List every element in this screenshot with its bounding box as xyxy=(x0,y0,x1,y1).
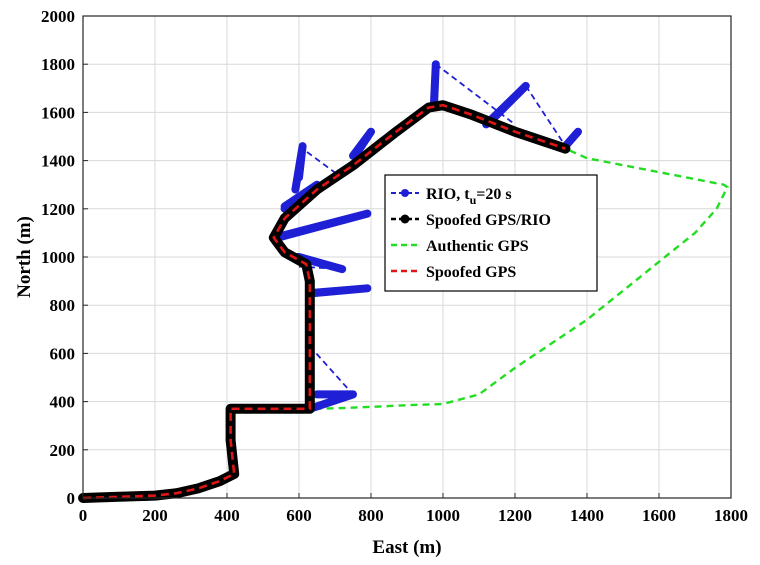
plot-area xyxy=(78,60,729,503)
x-tick-label: 1600 xyxy=(642,506,676,525)
legend-box xyxy=(384,174,598,292)
series-spoofed-gps-line xyxy=(82,103,566,500)
x-tick-label: 1800 xyxy=(714,506,748,525)
series-rio-branch xyxy=(561,127,582,151)
plot-frame xyxy=(82,15,732,499)
legend-rio-subscript: u xyxy=(470,193,477,207)
legend-authentic-gps-label: Authentic GPS xyxy=(426,238,529,255)
legend-rio-label: RIO, tu=20 s xyxy=(426,186,512,207)
series-rio-branch xyxy=(349,127,375,160)
legend-spoofed-gps-rio-marker xyxy=(400,214,410,224)
legend-rio-marker xyxy=(401,189,409,197)
series-rio-link xyxy=(525,85,567,147)
legend-spoofed-gps-rio-label: Spoofed GPS/RIO xyxy=(426,212,551,229)
legend-rio-suffix: =20 s xyxy=(476,186,511,203)
legend-spoofed-gps-label: Spoofed GPS xyxy=(426,264,516,281)
series-rio-branch xyxy=(293,253,347,274)
y-tick-labels: 0 200 400 600 800 1000 1200 1400 1600 1800 2000 xyxy=(41,7,75,508)
y-tick-label: 800 xyxy=(50,296,76,315)
y-tick-label: 2000 xyxy=(41,7,75,26)
y-tick-label: 400 xyxy=(50,393,76,412)
x-tick-label: 800 xyxy=(358,506,384,525)
series-rio-branch xyxy=(291,142,307,194)
y-tick-label: 1200 xyxy=(41,200,75,219)
series-rio-link xyxy=(309,345,354,396)
y-tick-label: 1000 xyxy=(41,248,75,267)
x-tick-labels: 0 200 400 600 800 1000 1200 1400 1600 1800 xyxy=(79,506,748,525)
series-authentic-gps-line xyxy=(230,147,729,410)
y-tick-label: 1400 xyxy=(41,152,75,171)
x-tick-label: 1400 xyxy=(570,506,604,525)
series-rio-link xyxy=(298,265,343,270)
y-tick-label: 1600 xyxy=(41,103,75,122)
y-tick-label: 1800 xyxy=(41,55,75,74)
series-rio-branch xyxy=(305,284,372,298)
series-rio-branch xyxy=(482,81,530,129)
y-tick-label: 0 xyxy=(67,489,76,508)
legend-rio-name: RIO, t xyxy=(426,186,470,203)
series-rio-branch xyxy=(305,390,357,413)
x-tick-label: 400 xyxy=(214,506,240,525)
y-axis-title: North (m) xyxy=(14,216,35,298)
legend: RIO, tu=20 s Spoofed GPS/RIO Authentic GPS… xyxy=(384,174,598,292)
series-rio-branch xyxy=(430,60,440,110)
x-tick-label: 200 xyxy=(142,506,168,525)
series-rio-link xyxy=(298,145,336,174)
series-rio-branch xyxy=(273,209,372,242)
x-tick-label: 0 xyxy=(79,506,88,525)
y-tick-label: 200 xyxy=(50,441,76,460)
x-tick-label: 600 xyxy=(286,506,312,525)
y-tick-label: 600 xyxy=(50,344,76,363)
x-axis-title: East (m) xyxy=(372,537,441,558)
x-tick-label: 1200 xyxy=(498,506,532,525)
x-tick-label: 1000 xyxy=(426,506,460,525)
